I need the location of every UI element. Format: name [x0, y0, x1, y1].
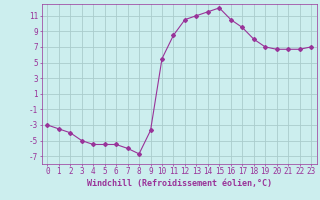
X-axis label: Windchill (Refroidissement éolien,°C): Windchill (Refroidissement éolien,°C) [87, 179, 272, 188]
